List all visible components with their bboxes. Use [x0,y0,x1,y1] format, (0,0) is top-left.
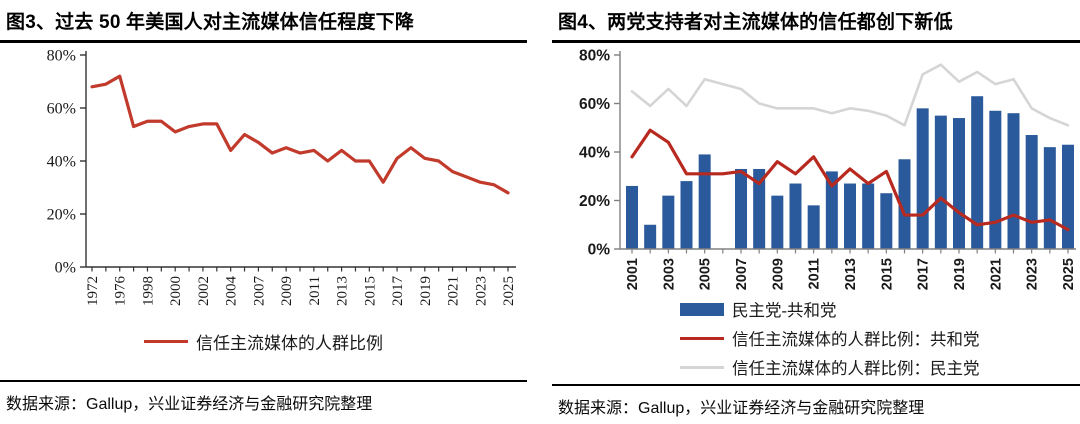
bar-2010 [789,183,802,249]
figure-4-header: 图4、两党支持者对主流媒体的信任都创下新低 [552,0,1080,43]
y-tick-label: 0% [55,260,76,277]
y-tick-label: 40% [579,145,610,162]
x-tick-label: 2019 [418,276,434,306]
x-tick-label: 2023 [473,276,489,306]
bar-2023 [1025,135,1038,249]
y-tick-label: 40% [47,154,76,171]
series-line [90,74,510,195]
x-tick-label: 2021 [446,276,462,306]
figure-3-title: 图3、过去 50 年美国人对主流媒体信任程度下降 [6,12,415,33]
x-tick-label: 2015 [879,258,895,290]
y-tick-label: 0% [588,242,611,259]
figure-4-footer: 数据来源：Gallup，兴业证券经济与金融研究院整理 [552,384,1080,424]
bar-2005 [698,154,711,249]
y-tick-label: 20% [47,207,76,224]
x-tick-label: 2009 [770,258,786,290]
series-line [630,63,1070,127]
x-tick-label: 2013 [335,276,351,306]
bar-2011 [807,205,820,249]
x-tick-label: 2000 [168,276,184,306]
gray-line-swatch [680,365,724,369]
party-trust-combo-chart: 0% 20% 40% 60% 80% 2001 2003 2005 2007 2009 2011 20… [552,43,1080,295]
bar-2015 [880,193,893,249]
bar-2020 [971,96,984,249]
bar-2004 [680,181,693,249]
x-tick-label: 2009 [279,276,295,306]
x-tick-label: 2003 [661,258,677,290]
figure-4-legend: 民主党-共和党 信任主流媒体的人群比例：共和党 信任主流媒体的人群比例：民主党 [680,297,1080,384]
legend-item-gap: 民主党-共和党 [680,297,1080,321]
figure-3-legend: 信任主流媒体的人群比例 [0,329,527,359]
x-tick-label: 2019 [952,258,968,290]
x-tick-label: 1998 [140,276,156,306]
x-tick-label: 2011 [807,258,823,289]
x-tick-label: 2013 [843,258,859,290]
bar-2007 [735,168,747,249]
legend-label-democrat: 信任主流媒体的人群比例：民主党 [732,359,980,378]
figure-3-header: 图3、过去 50 年美国人对主流媒体信任程度下降 [0,0,527,43]
x-tick-label: 2021 [988,258,1004,290]
legend-label-gap: 民主党-共和党 [732,301,837,320]
x-tick-label: 2025 [501,276,517,306]
legend-item-republican: 信任主流媒体的人群比例：共和党 [680,326,1080,350]
figure-4-title: 图4、两党支持者对主流媒体的信任都创下新低 [558,12,953,33]
figure-3-panel: 图3、过去 50 年美国人对主流媒体信任程度下降 0% 20% 40% 60% 80% 1… [0,0,527,420]
y-tick-label: 60% [47,101,76,118]
bar-2021 [989,110,1002,250]
x-tick-label: 2015 [362,276,378,306]
bar-2018 [934,115,947,249]
x-tick-label: 2002 [196,276,212,306]
legend-label-trust-share: 信任主流媒体的人群比例 [196,334,383,353]
bar-2022 [1007,113,1020,249]
y-tick-label: 80% [47,48,76,65]
x-tick-label: 2011 [307,276,323,305]
red-line-swatch [680,336,724,340]
x-tick-label: 2004 [224,276,240,307]
bar-2003 [662,195,675,249]
fig3-svg: 0% 20% 40% 60% 80% 1972 1976 1998 2000 2002 2004 20… [47,48,517,307]
bar-2025 [1062,144,1074,249]
blue-bar-swatch [680,302,724,316]
x-tick-label: 1976 [113,276,129,307]
x-tick-label: 2005 [698,258,714,290]
bar-2017 [916,108,929,249]
media-trust-line-chart: 0% 20% 40% 60% 80% 1972 1976 1998 2000 2002 2004 20… [0,43,527,315]
x-tick-label: 2025 [1061,258,1077,290]
fig4-svg: 0% 20% 40% 60% 80% 2001 2003 2005 2007 2009 2011 20… [579,48,1077,291]
bar-2016 [898,159,911,249]
bar-2001 [626,185,638,249]
bar-2009 [771,195,784,249]
y-tick-label: 80% [579,48,610,65]
x-tick-label: 2007 [251,276,267,307]
figure-3-source: 数据来源：Gallup，兴业证券经济与金融研究院整理 [6,396,373,413]
figure-4-panel: 图4、两党支持者对主流媒体的信任都创下新低 0% 20% 40% 60% 80% 2001… [552,0,1080,420]
x-tick-label: 2023 [1025,258,1041,290]
legend-item-trust-share: 信任主流媒体的人群比例 [144,329,383,354]
y-tick-label: 60% [579,96,610,113]
series-line [630,128,1070,232]
x-tick-label: 2007 [734,258,750,290]
x-tick-label: 2017 [916,258,932,290]
bar-2013 [844,183,856,249]
bar-2019 [953,118,965,249]
y-tick-label: 20% [579,193,610,210]
legend-label-republican: 信任主流媒体的人群比例：共和党 [732,330,980,349]
red-line-swatch [144,340,188,343]
bar-2008 [753,168,766,249]
figure-4-source: 数据来源：Gallup，兴业证券经济与金融研究院整理 [558,400,925,417]
bar-2002 [644,224,657,249]
x-tick-label: 2017 [390,276,406,307]
x-tick-label: 2001 [625,258,641,290]
bar-2012 [825,171,838,249]
legend-item-democrat: 信任主流媒体的人群比例：民主党 [680,355,1080,379]
bar-2014 [862,183,875,249]
figure-3-footer: 数据来源：Gallup，兴业证券经济与金融研究院整理 [0,380,527,420]
bar-2024 [1043,147,1056,249]
x-tick-label: 1972 [85,276,101,306]
